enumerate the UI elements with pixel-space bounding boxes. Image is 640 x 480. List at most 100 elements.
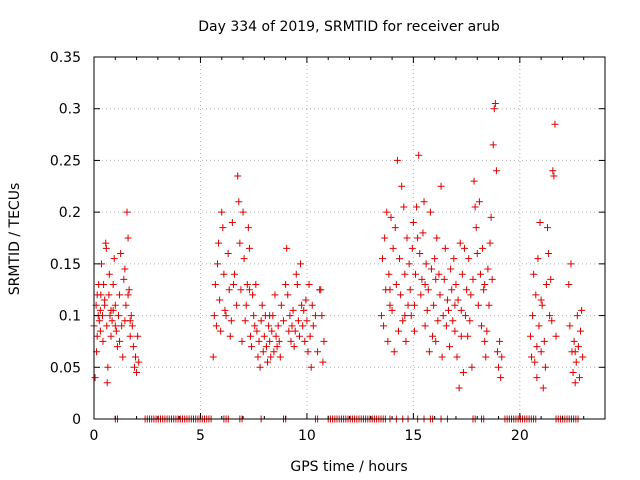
data-point	[424, 286, 432, 294]
data-point	[286, 312, 294, 320]
y-tick-label: 0.25	[50, 153, 81, 169]
data-point	[537, 296, 545, 304]
data-point	[406, 286, 414, 294]
data-point	[421, 322, 429, 330]
data-point	[497, 374, 505, 382]
data-point	[573, 312, 581, 320]
data-point	[234, 172, 242, 180]
data-point	[104, 363, 112, 371]
data-point	[451, 301, 459, 309]
data-point	[432, 275, 440, 283]
data-point	[379, 255, 387, 263]
data-point	[114, 312, 122, 320]
data-point	[96, 327, 104, 335]
axis-ticks	[93, 56, 605, 420]
data-point	[464, 332, 472, 340]
data-point	[474, 301, 482, 309]
data-point	[393, 156, 401, 164]
data-point	[135, 358, 143, 366]
data-point	[456, 239, 464, 247]
data-point	[266, 312, 274, 320]
data-point	[111, 301, 119, 309]
data-point	[227, 317, 235, 325]
data-point	[462, 312, 470, 320]
data-point	[245, 244, 253, 252]
data-point	[117, 250, 125, 258]
data-point	[311, 312, 319, 320]
data-point	[305, 281, 313, 289]
data-point	[463, 286, 471, 294]
data-point	[459, 368, 467, 376]
data-point	[96, 306, 104, 314]
data-point	[552, 332, 560, 340]
x-tick-label: 15	[404, 428, 422, 444]
data-point	[536, 218, 544, 226]
y-tick-label: 0.05	[50, 360, 81, 376]
data-point	[259, 348, 267, 356]
data-point	[421, 281, 429, 289]
data-point	[224, 250, 232, 258]
data-point	[101, 296, 109, 304]
data-point	[295, 332, 303, 340]
data-point	[495, 363, 503, 371]
data-point	[546, 312, 554, 320]
data-point	[567, 260, 575, 268]
data-point	[420, 198, 428, 206]
data-point	[265, 322, 273, 330]
data-point	[579, 353, 587, 361]
data-point	[575, 374, 583, 382]
data-point	[222, 312, 230, 320]
data-point	[250, 312, 258, 320]
data-point	[496, 337, 504, 345]
data-point	[392, 281, 400, 289]
data-point	[217, 327, 225, 335]
data-point	[130, 363, 138, 371]
data-point	[300, 306, 308, 314]
data-point	[133, 368, 141, 376]
data-point	[427, 265, 435, 273]
data-point	[551, 120, 559, 128]
data-point	[485, 301, 493, 309]
data-point	[240, 255, 248, 263]
y-tick-label: 0.15	[50, 257, 81, 273]
data-point	[457, 306, 465, 314]
x-tick-label: 5	[196, 428, 205, 444]
data-point	[433, 234, 441, 242]
data-point	[539, 384, 547, 392]
data-point	[279, 317, 287, 325]
data-point	[291, 327, 299, 335]
x-tick-label: 20	[511, 428, 529, 444]
data-point	[475, 198, 483, 206]
y-tick-labels: 0 0.05 0.1 0.15 0.2 0.25 0.3 0.35	[50, 50, 81, 428]
data-point	[454, 296, 462, 304]
x-tick-labels: 0 5 10 15 20	[90, 428, 529, 444]
data-point	[238, 337, 246, 345]
data-point	[239, 208, 247, 216]
data-point	[476, 270, 484, 278]
data-point	[262, 343, 270, 351]
data-point	[287, 337, 295, 345]
y-tick-label: 0	[72, 412, 81, 428]
data-point	[545, 250, 553, 258]
data-point	[277, 301, 285, 309]
data-point	[540, 337, 548, 345]
data-point	[103, 379, 111, 387]
data-point	[248, 343, 256, 351]
data-point	[211, 281, 219, 289]
data-point	[529, 312, 537, 320]
data-point	[389, 244, 397, 252]
y-tick-label: 0.1	[59, 309, 81, 325]
data-point	[449, 317, 457, 325]
data-point	[410, 301, 418, 309]
data-point	[394, 327, 402, 335]
data-point	[431, 255, 439, 263]
data-point	[469, 275, 477, 283]
data-point	[453, 353, 461, 361]
data-point	[577, 327, 585, 335]
data-point	[93, 291, 101, 299]
data-point	[439, 312, 447, 320]
data-point	[451, 327, 459, 335]
data-point	[542, 281, 550, 289]
data-point	[458, 270, 466, 278]
data-point	[473, 250, 481, 258]
